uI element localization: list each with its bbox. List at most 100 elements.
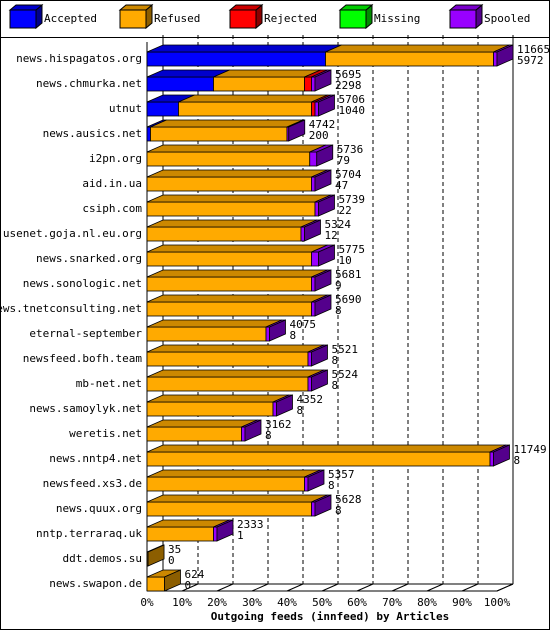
accepted-label: 0 [185,579,192,592]
bar-segment-top [146,169,328,178]
total-label: 5357 [328,468,355,481]
x-tick [181,583,199,592]
accepted-label: 8 [335,504,342,517]
bar-side [314,169,332,192]
total-label: 3162 [265,418,292,431]
bar-segment [272,401,277,417]
accepted-label: 1040 [339,104,366,117]
legend-label: Missing [374,12,420,25]
accepted-label: 8 [332,354,339,367]
total-label: 4352 [297,393,324,406]
bar-side [314,69,332,92]
bar-side [316,144,334,167]
bar-side [314,494,332,517]
accepted-label: 8 [332,379,339,392]
bar-segment-top [146,144,326,153]
total-label: 5695 [335,68,362,81]
bar-side [493,444,510,467]
bar-side [314,269,332,292]
legend-label: Spooled [484,12,530,25]
bar-segment [150,126,288,142]
bar-segment [146,526,214,542]
bar-side [318,194,335,217]
x-tick-label: 40% [277,596,297,609]
bar-segment-top [146,344,325,353]
bar-side [164,569,181,592]
bar-side [288,119,306,142]
accepted-label: 79 [337,154,350,167]
category-label: newsfeed.xs3.de [43,477,142,490]
category-label: mb-net.net [76,377,142,390]
total-label: 5324 [325,218,352,231]
bar-segment-top [146,394,290,403]
bar-segment [146,326,267,342]
bar-segment [146,51,326,67]
x-tick-label: 10% [172,596,192,609]
bar-segment [325,51,494,67]
category-label: news.swapon.de [49,577,142,590]
category-label: i2pn.org [89,152,142,165]
bar-segment [146,351,309,367]
category-label: news.chmurka.net [36,77,142,90]
accepted-label: 22 [339,204,352,217]
bar-segment-top [146,269,328,278]
category-label: eternal-september [29,327,142,340]
x-tick-label: 0% [140,596,154,609]
bar-segment [213,76,305,92]
total-label: 11665 [517,43,550,56]
bar-segment [265,326,270,342]
x-tick-label: 60% [347,596,367,609]
bar-segment [489,451,494,467]
accepted-label: 5972 [517,54,544,67]
category-label: ddt.demos.su [63,552,142,565]
bar-segment-top [150,119,304,128]
total-label: 2333 [237,518,264,531]
legend-label: Rejected [264,12,317,25]
accepted-label: 8 [335,304,342,317]
category-label: news.nntp4.net [49,452,142,465]
bar-segment [146,476,305,492]
total-label: 5524 [332,368,359,381]
total-label: 5775 [339,243,366,256]
total-label: 5704 [335,168,362,181]
bar-segment-top [178,94,328,103]
bar-segment-top [146,44,342,53]
total-label: 5736 [337,143,364,156]
x-tick-label: 30% [242,596,262,609]
bar-segment [304,476,309,492]
accepted-label: 1 [237,529,244,542]
accepted-label: 8 [297,404,304,417]
total-label: 5706 [339,93,366,106]
category-label: news.hispagatos.org [16,52,142,65]
bar-segment [241,426,246,442]
bar-segment-top [146,219,318,228]
bar-segment [146,376,309,392]
accepted-label: 12 [325,229,338,242]
accepted-label: 8 [265,429,272,442]
bar-side [314,294,332,317]
category-label: aid.in.ua [82,177,142,190]
bar-segment [311,76,316,92]
legend-swatch-top [118,4,154,11]
category-label: utnut [109,102,142,115]
legend-swatch [119,9,147,29]
category-label: news.quux.org [56,502,142,515]
bar-segment [311,251,319,267]
bar-segment [300,226,305,242]
bar-side [304,219,321,242]
bar-side [216,519,234,542]
total-label: 5690 [335,293,362,306]
bar-segment [311,176,316,192]
legend-swatch-top [8,4,44,11]
accepted-label: 8 [328,479,335,492]
bar-segment-top [146,494,328,503]
bar-segment-top [213,69,321,78]
bar-segment [146,151,311,167]
bar-side [311,344,328,367]
x-tick-label: 90% [452,596,472,609]
category-label: news.sonologic.net [23,277,142,290]
total-label: 35 [168,543,181,556]
bar-segment [309,151,318,167]
bar-segment [146,576,165,592]
category-label: news.ausics.net [43,127,142,140]
